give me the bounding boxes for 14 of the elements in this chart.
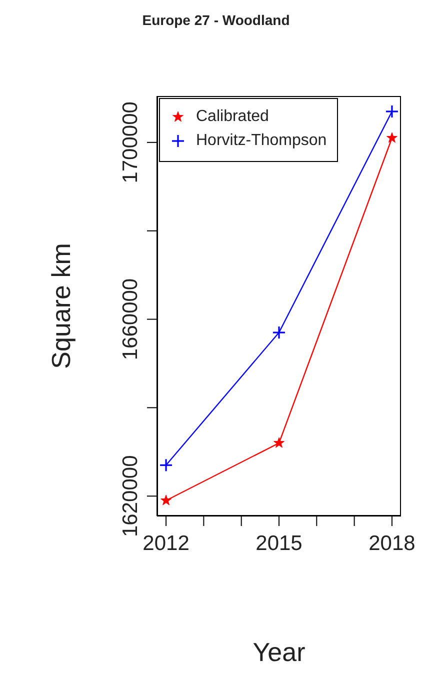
- y-tick-label: 1620000: [119, 455, 142, 537]
- x-tick-label: 2018: [368, 532, 416, 555]
- x-tick-label: 2012: [142, 532, 190, 555]
- chart-title: Europe 27 - Woodland: [141, 12, 291, 28]
- legend-label: Calibrated: [196, 107, 269, 127]
- y-tick-label: 1700000: [119, 102, 142, 184]
- legend-label: Horvitz-Thompson: [196, 131, 327, 151]
- y-axis-title: Square km: [46, 243, 76, 369]
- x-axis-title: Year: [252, 637, 306, 667]
- x-tick-label: 2015: [256, 532, 302, 555]
- point: [160, 494, 172, 506]
- y-tick-label: 1660000: [119, 278, 142, 360]
- point: [386, 132, 398, 143]
- point: [274, 437, 284, 448]
